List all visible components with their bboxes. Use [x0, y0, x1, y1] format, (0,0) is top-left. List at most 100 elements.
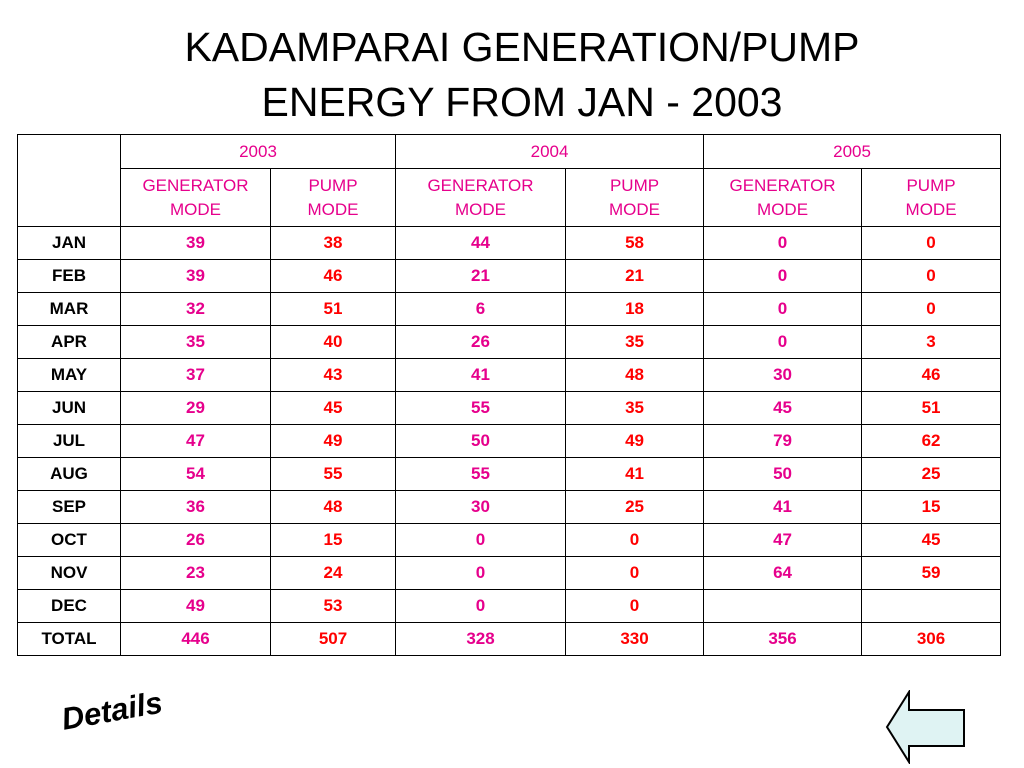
table-row: APR 35 40 26 35 0 3	[17, 325, 1002, 359]
pump-value-cell: 38	[269, 226, 397, 260]
generator-value-cell: 39	[120, 259, 271, 293]
pump-value-cell: 18	[565, 292, 705, 326]
pump-value-cell	[861, 589, 1002, 623]
generator-value-cell: 30	[395, 490, 567, 524]
generator-value-cell: 41	[703, 490, 863, 524]
generator-value-cell	[703, 589, 863, 623]
pump-value-cell: 55	[269, 457, 397, 491]
slide-title: KADAMPARAI GENERATION/PUMP ENERGY FROM J…	[60, 20, 984, 130]
pump-value-cell: 21	[565, 259, 705, 293]
pump-value-cell: 3	[861, 325, 1002, 359]
generator-value-cell: 26	[120, 523, 271, 557]
title-line-1: KADAMPARAI GENERATION/PUMP	[184, 24, 860, 70]
title-line-2: ENERGY FROM JAN - 2003	[261, 79, 783, 125]
month-cell: OCT	[17, 523, 121, 557]
mode-header-pump: PUMP MODE	[861, 168, 1002, 227]
generator-value-cell: 328	[395, 622, 567, 656]
mode-header-line: MODE	[170, 199, 221, 219]
mode-header-generator: GENERATOR MODE	[703, 168, 863, 227]
generator-value-cell: 39	[120, 226, 271, 260]
table-row: JUN 29 45 55 35 45 51	[17, 391, 1002, 425]
generator-value-cell: 0	[703, 259, 863, 293]
mode-header-line: MODE	[905, 199, 957, 219]
table-row: JUL 47 49 50 49 79 62	[17, 424, 1002, 458]
table-row: TOTAL 446 507 328 330 356 306	[17, 622, 1002, 656]
pump-value-cell: 0	[861, 259, 1002, 293]
generator-value-cell: 356	[703, 622, 863, 656]
pump-value-cell: 330	[565, 622, 705, 656]
month-cell: DEC	[17, 589, 121, 623]
table-row: NOV 23 24 0 0 64 59	[17, 556, 1002, 590]
mode-header-line: PUMP	[609, 175, 660, 195]
generator-value-cell: 50	[395, 424, 567, 458]
pump-value-cell: 45	[269, 391, 397, 425]
generator-value-cell: 0	[703, 325, 863, 359]
mode-header-line: PUMP	[308, 175, 358, 195]
generator-value-cell: 32	[120, 292, 271, 326]
generator-value-cell: 30	[703, 358, 863, 392]
pump-value-cell: 48	[269, 490, 397, 524]
generator-value-cell: 54	[120, 457, 271, 491]
month-cell: AUG	[17, 457, 121, 491]
energy-table: 2003 2004 2005 GENERATOR MODE PUMP MODE …	[17, 134, 1002, 656]
pump-value-cell: 59	[861, 556, 1002, 590]
left-arrow-icon[interactable]	[885, 690, 967, 764]
pump-value-cell: 41	[565, 457, 705, 491]
pump-value-cell: 62	[861, 424, 1002, 458]
year-header-2005: 2005	[703, 134, 1002, 169]
pump-value-cell: 46	[861, 358, 1002, 392]
mode-header-line: MODE	[307, 199, 359, 219]
table-row: MAR 32 51 6 18 0 0	[17, 292, 1002, 326]
mode-header-generator: GENERATOR MODE	[120, 168, 271, 227]
month-cell: JUL	[17, 424, 121, 458]
generator-value-cell: 44	[395, 226, 567, 260]
table-row: FEB 39 46 21 21 0 0	[17, 259, 1002, 293]
mode-header-line: MODE	[757, 199, 809, 219]
year-header-2003: 2003	[119, 134, 397, 169]
generator-value-cell: 36	[120, 490, 271, 524]
corner-cell	[17, 134, 121, 227]
generator-value-cell: 0	[703, 226, 863, 260]
month-cell: JAN	[17, 226, 121, 260]
pump-value-cell: 0	[861, 292, 1002, 326]
generator-value-cell: 49	[120, 589, 271, 623]
year-header-2004: 2004	[395, 134, 705, 169]
pump-value-cell: 46	[269, 259, 397, 293]
year-header-row: 2003 2004 2005	[17, 134, 1002, 227]
pump-value-cell: 15	[269, 523, 397, 557]
pump-value-cell: 53	[269, 589, 397, 623]
mode-header-line: MODE	[455, 199, 507, 219]
generator-value-cell: 0	[395, 523, 567, 557]
table-row: DEC 49 53 0 0	[17, 589, 1002, 623]
month-cell: MAY	[17, 358, 121, 392]
pump-value-cell: 49	[565, 424, 705, 458]
generator-value-cell: 29	[120, 391, 271, 425]
mode-header-row: GENERATOR MODE PUMP MODE GENERATOR MODE …	[18, 168, 1002, 227]
month-cell: FEB	[17, 259, 121, 293]
pump-value-cell: 51	[269, 292, 397, 326]
pump-value-cell: 0	[565, 556, 705, 590]
pump-value-cell: 24	[269, 556, 397, 590]
pump-value-cell: 25	[565, 490, 705, 524]
generator-value-cell: 21	[395, 259, 567, 293]
generator-value-cell: 55	[395, 457, 567, 491]
details-link[interactable]: Details	[58, 684, 166, 737]
month-cell: JUN	[17, 391, 121, 425]
pump-value-cell: 507	[269, 622, 397, 656]
table-row: OCT 26 15 0 0 47 45	[17, 523, 1002, 557]
generator-value-cell: 41	[395, 358, 567, 392]
pump-value-cell: 48	[565, 358, 705, 392]
generator-value-cell: 47	[703, 523, 863, 557]
mode-header-pump: PUMP MODE	[269, 168, 397, 227]
generator-value-cell: 37	[120, 358, 271, 392]
generator-value-cell: 0	[703, 292, 863, 326]
mode-header-line: GENERATOR	[142, 175, 249, 195]
month-cell: SEP	[17, 490, 121, 524]
pump-value-cell: 0	[565, 589, 705, 623]
generator-value-cell: 35	[120, 325, 271, 359]
generator-value-cell: 47	[120, 424, 271, 458]
back-arrow-shape	[885, 690, 965, 764]
generator-value-cell: 45	[703, 391, 863, 425]
pump-value-cell: 0	[565, 523, 705, 557]
generator-value-cell: 64	[703, 556, 863, 590]
